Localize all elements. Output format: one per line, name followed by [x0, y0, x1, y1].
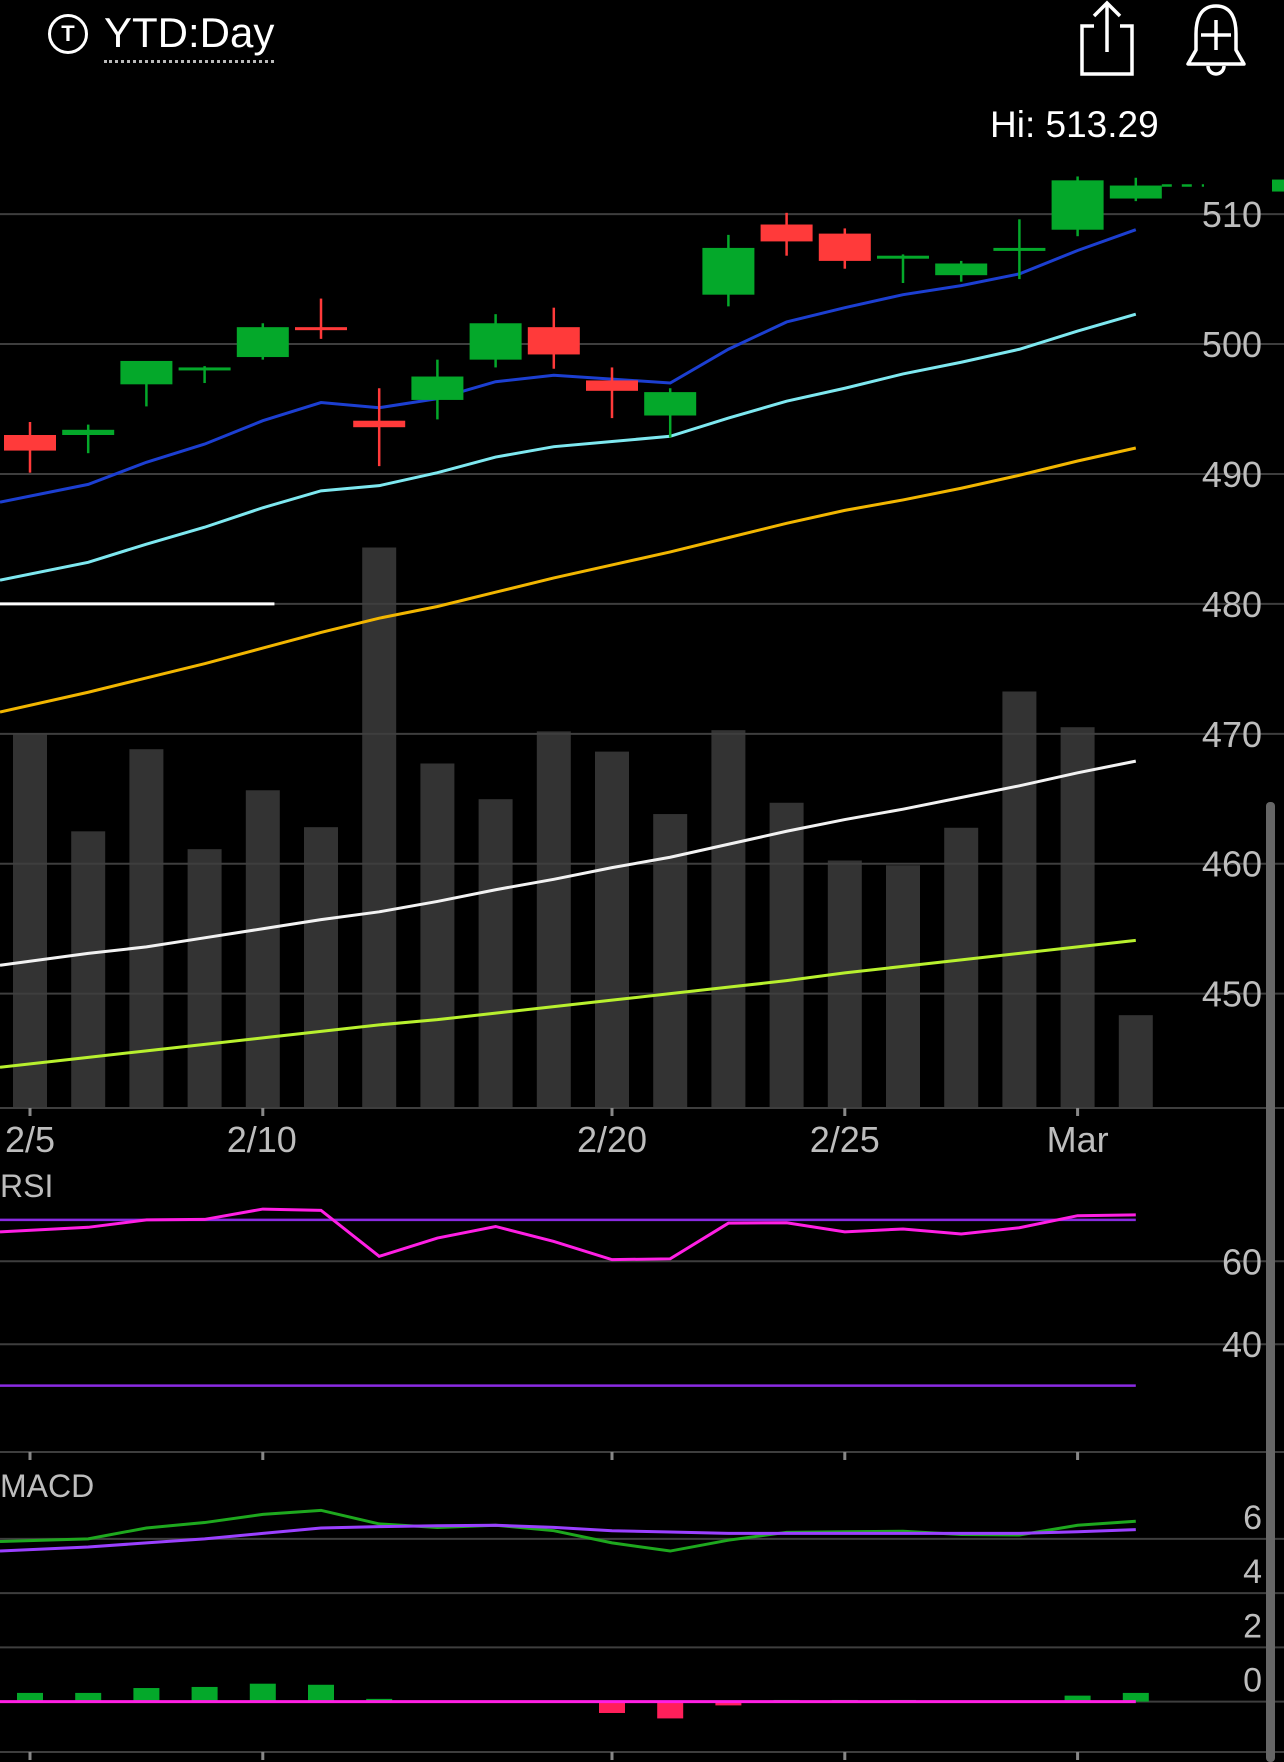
macd-histogram-bar: [1064, 1695, 1091, 1702]
bell-plus-icon[interactable]: [1180, 0, 1252, 80]
candle-body: [62, 429, 115, 435]
macd-histogram-bar: [17, 1692, 43, 1702]
volume-bar: [245, 790, 280, 1108]
macd-histogram-bar: [249, 1683, 276, 1702]
candle-body: [295, 327, 347, 331]
macd-axis-label: 6: [1243, 1499, 1262, 1537]
volume-bar: [362, 547, 397, 1108]
period-selector[interactable]: YTD:Day: [104, 8, 275, 63]
candle-body: [877, 255, 929, 259]
high-value-label: Hi: 513.29: [990, 104, 1159, 145]
rsi-axis-label: 60: [1222, 1241, 1262, 1282]
candle-body: [760, 224, 813, 242]
volume-bar: [1060, 727, 1095, 1108]
volume-bar: [536, 731, 571, 1108]
candle-body: [353, 420, 406, 428]
candle-body: [935, 263, 988, 276]
candle-body: [586, 380, 638, 391]
candle-body: [993, 247, 1046, 251]
candle-body: [236, 327, 289, 358]
macd-histogram-bar: [657, 1701, 684, 1719]
volume-bar: [129, 749, 164, 1108]
volume-bar: [827, 860, 862, 1108]
x-axis-label: 2/20: [577, 1119, 647, 1160]
rsi-line: [0, 1207, 1136, 1262]
x-axis-label: 2/5: [5, 1119, 55, 1160]
volume-bar: [420, 763, 455, 1108]
price-axis-label: 490: [1202, 454, 1262, 495]
volume-bar: [769, 802, 804, 1108]
moving-average-line: [0, 228, 1137, 504]
candle-body: [702, 247, 755, 295]
share-icon[interactable]: [1072, 0, 1142, 80]
rsi-axis-label: 40: [1222, 1324, 1262, 1365]
volume-bar: [478, 799, 513, 1108]
volume-bar: [1002, 691, 1037, 1108]
last-price-marker: [1272, 179, 1284, 192]
candle-body: [1051, 180, 1104, 230]
price-axis-label: 500: [1202, 324, 1262, 365]
volume-bar: [1118, 1015, 1153, 1108]
volume-bar: [711, 730, 746, 1108]
macd-histogram-bar: [599, 1701, 625, 1713]
moving-average-line: [0, 759, 1137, 967]
moving-average-line: [0, 312, 1137, 582]
volume-bar: [304, 827, 338, 1108]
moving-average-line: [0, 938, 1136, 1069]
macd-histogram-bar: [1122, 1692, 1149, 1702]
candle-body: [120, 360, 173, 385]
price-axis-label: 470: [1202, 714, 1262, 755]
price-axis-label: 460: [1202, 844, 1262, 885]
price-axis-label: 480: [1202, 584, 1262, 625]
candle-body: [178, 367, 231, 371]
macd-histogram-bar: [75, 1692, 102, 1702]
macd-histogram-bar: [715, 1701, 742, 1706]
candle-body: [411, 376, 464, 400]
macd-axis-label: 4: [1243, 1553, 1262, 1591]
volume-bar: [595, 751, 629, 1108]
candle-body: [4, 434, 56, 451]
macd-title: MACD: [0, 1468, 94, 1504]
candle-body: [1109, 185, 1162, 199]
macd-axis-label: 0: [1243, 1662, 1262, 1700]
candle-body: [644, 392, 697, 416]
price-axis-label: 510: [1202, 194, 1262, 235]
price-axis-label: 450: [1202, 974, 1262, 1015]
ticker-icon[interactable]: T: [48, 14, 88, 54]
macd-axis-label: 2: [1243, 1607, 1262, 1645]
macd-line: [0, 1508, 1136, 1553]
top-bar: T YTD:Day: [0, 0, 1284, 110]
candle-body: [469, 323, 522, 360]
macd-histogram-bar: [308, 1684, 334, 1702]
x-axis-label: Mar: [1047, 1119, 1109, 1160]
x-axis-label: 2/10: [227, 1119, 297, 1160]
candle-body: [527, 327, 580, 355]
scrollbar-thumb[interactable]: [1266, 802, 1275, 1762]
rsi-title: RSI: [0, 1168, 53, 1204]
volume-bar: [13, 733, 47, 1108]
macd-histogram-bar: [191, 1686, 218, 1702]
moving-average-line: [0, 446, 1137, 714]
macd-line: [0, 1523, 1136, 1553]
candle-body: [818, 233, 871, 261]
x-axis-label: 2/25: [810, 1119, 880, 1160]
volume-bar: [71, 831, 106, 1108]
volume-bar: [886, 865, 920, 1108]
macd-histogram-bar: [133, 1688, 160, 1702]
volume-bar: [944, 827, 979, 1108]
ticker-icon-letter: T: [61, 21, 75, 46]
volume-bar: [187, 849, 222, 1108]
